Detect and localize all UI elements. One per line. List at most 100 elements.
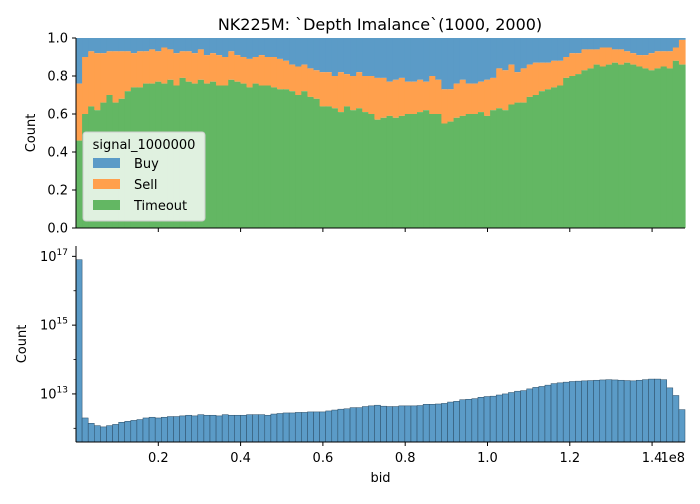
histogram-bar [191, 415, 199, 443]
buy-bin [618, 38, 625, 50]
chart-title: NK225M: `Depth Imalance`(1000, 2000) [218, 15, 542, 34]
buy-bin [624, 38, 631, 52]
buy-bin [368, 38, 376, 76]
sell-bin [283, 60, 290, 90]
histogram-bar [526, 388, 533, 443]
buy-bin [532, 38, 540, 63]
timeout-bin [599, 66, 607, 228]
sell-bin [398, 77, 406, 116]
timeout-bin [283, 89, 290, 228]
buy-bin [362, 38, 369, 76]
sell-bin [82, 57, 89, 114]
sell-bin [276, 58, 284, 90]
histogram-bar [106, 425, 113, 443]
sell-bin [514, 72, 522, 103]
histogram-bar [422, 404, 430, 443]
sell-bin [636, 55, 643, 67]
buy-bin [666, 38, 674, 52]
sell-bin [557, 60, 564, 86]
timeout-bin [642, 68, 650, 229]
histogram-bar [611, 379, 619, 443]
buy-bin [575, 38, 583, 54]
histogram-bar [130, 420, 138, 443]
histogram-bar [142, 417, 150, 443]
sell-bin [258, 55, 266, 86]
buy-bin [404, 38, 412, 82]
histogram-bar [124, 421, 132, 443]
histogram-bar [666, 387, 674, 443]
timeout-bin [678, 64, 686, 228]
histogram-bar [447, 401, 454, 443]
buy-bin [295, 38, 302, 67]
buy-bin [112, 38, 120, 52]
histogram-bar [173, 416, 180, 443]
histogram-bar [544, 384, 552, 443]
sell-bin [642, 55, 650, 69]
timeout-bin [350, 110, 357, 228]
sell-bin [155, 51, 162, 82]
histogram-bar [179, 415, 186, 443]
buy-bin [222, 38, 229, 57]
sell-bin [185, 51, 193, 82]
buy-bin [289, 38, 296, 65]
histogram-bar [581, 380, 588, 443]
sell-bin [618, 49, 625, 65]
legend: signal_1000000 Buy Sell Timeout [82, 131, 206, 222]
timeout-bin [557, 85, 564, 228]
sell-bin [453, 83, 461, 118]
timeout-bin [447, 121, 455, 228]
sell-bin [325, 72, 333, 107]
buy-bin [471, 38, 479, 84]
buy-bin [678, 38, 686, 40]
sell-bin [386, 81, 394, 116]
histogram-bar [319, 411, 326, 443]
sell-bin [331, 76, 339, 109]
sell-bin [374, 77, 382, 120]
buy-bin [167, 38, 175, 50]
histogram-bar [587, 380, 594, 443]
buy-bin [672, 38, 680, 48]
sell-bin [496, 68, 503, 109]
sell-bin [404, 81, 412, 114]
histogram-bar [569, 381, 576, 443]
bottom-x-axis-label: bid [370, 471, 390, 486]
timeout-bin [575, 74, 583, 228]
sell-bin [459, 79, 467, 116]
legend-entry-sell-label: Sell [134, 178, 157, 193]
buy-bin [234, 38, 242, 56]
buy-bin [228, 38, 235, 52]
buy-bin [380, 38, 388, 78]
timeout-bin [331, 108, 339, 228]
histogram-bar [215, 415, 223, 443]
sell-bin [672, 47, 680, 61]
timeout-bin [374, 119, 382, 228]
top-panel: 0.0 0.2 0.4 0.6 0.8 1.0 Count signal_1000000 Bu… [24, 32, 686, 237]
sell-bin [216, 55, 223, 86]
histogram-bar [368, 405, 375, 443]
sell-bin [173, 53, 181, 86]
timeout-bin [435, 114, 442, 228]
timeout-bin [672, 60, 680, 228]
histogram-bar [94, 425, 101, 443]
histogram-bar [617, 379, 625, 443]
buy-bin [209, 38, 217, 54]
histogram-bar [307, 411, 314, 443]
sell-bin [551, 60, 558, 88]
histogram-bar [374, 404, 381, 443]
timeout-bin [240, 83, 248, 228]
buy-bin [502, 38, 509, 71]
histogram-bar [660, 379, 667, 443]
legend-entry-buy-label: Buy [134, 157, 159, 172]
buy-bin [124, 38, 132, 52]
histogram-bar [228, 414, 235, 443]
buy-bin [307, 38, 315, 69]
sell-bin [490, 77, 497, 111]
buy-bin [118, 38, 126, 52]
timeout-bin [228, 79, 235, 228]
buy-bin [587, 38, 595, 50]
histogram-bar [349, 407, 357, 443]
timeout-bin [630, 64, 637, 228]
timeout-bin [203, 83, 211, 228]
